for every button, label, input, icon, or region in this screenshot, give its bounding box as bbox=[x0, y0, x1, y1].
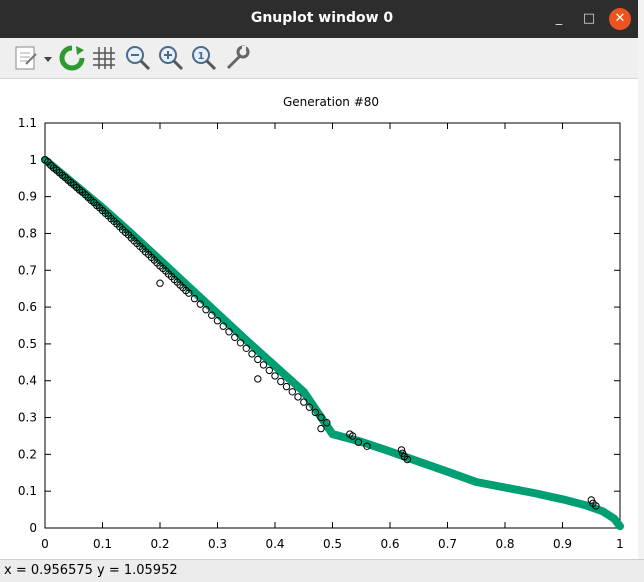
x-tick-label: 0.2 bbox=[150, 537, 169, 551]
data-point bbox=[231, 333, 239, 341]
data-point bbox=[317, 424, 325, 433]
export-button[interactable] bbox=[12, 44, 56, 72]
pareto-front-line bbox=[41, 155, 624, 531]
zoom-next-button[interactable] bbox=[157, 44, 185, 72]
x-tick-label: 0.3 bbox=[208, 537, 227, 551]
y-tick-label: 0.8 bbox=[18, 226, 37, 240]
x-tick-label: 0.5 bbox=[323, 537, 342, 551]
y-tick-label: 0.2 bbox=[18, 447, 37, 461]
data-point bbox=[282, 382, 291, 391]
y-tick-label: 0.3 bbox=[18, 411, 37, 425]
settings-button[interactable] bbox=[223, 44, 251, 72]
title-bar: Gnuplot window 0 _ □ ✕ bbox=[0, 0, 644, 38]
data-point bbox=[311, 408, 319, 417]
data-point bbox=[277, 377, 285, 386]
data-point bbox=[213, 317, 222, 325]
settings-wrench-icon bbox=[226, 45, 250, 70]
data-point bbox=[288, 388, 296, 396]
y-tick-label: 0 bbox=[29, 521, 37, 535]
data-point bbox=[242, 344, 251, 352]
data-point bbox=[196, 300, 205, 308]
data-point bbox=[202, 306, 210, 314]
data-point bbox=[156, 279, 164, 287]
data-point bbox=[254, 375, 262, 383]
x-tick-label: 0.8 bbox=[495, 537, 514, 551]
x-tick-label: 0.9 bbox=[553, 537, 572, 551]
data-point bbox=[363, 442, 371, 450]
data-point bbox=[403, 455, 411, 464]
grid-icon bbox=[93, 47, 115, 69]
data-point bbox=[208, 311, 216, 319]
toolbar: 1 bbox=[0, 38, 644, 79]
zoom-previous-button[interactable] bbox=[124, 44, 152, 72]
y-tick-label: 0.1 bbox=[18, 484, 37, 498]
y-tick-label: 1 bbox=[29, 153, 37, 167]
data-point bbox=[348, 432, 357, 440]
y-tick-label: 1.1 bbox=[18, 116, 37, 130]
replot-button[interactable] bbox=[58, 44, 86, 72]
chart-svg: Generation #80 0 0.1 0.2 0.3 0.4 0.5 0.6 0.7 0.8… bbox=[18, 95, 624, 551]
data-point bbox=[219, 322, 228, 330]
autoscale-icon: 1 bbox=[192, 46, 217, 71]
data-point bbox=[254, 355, 262, 364]
y-tick-label: 0.6 bbox=[18, 300, 37, 314]
data-point bbox=[248, 350, 256, 358]
data-point bbox=[190, 294, 199, 303]
status-bar: x = 0.956575 y = 1.05952 bbox=[0, 559, 644, 582]
window-title: Gnuplot window 0 bbox=[250, 10, 394, 26]
data-point bbox=[323, 419, 331, 427]
axis-ticks: 0 0.1 0.2 0.3 0.4 0.5 0.6 0.7 0.8 0.9 1 0 0.1 0.2 0.3 0… bbox=[18, 116, 624, 551]
replot-icon bbox=[59, 45, 85, 71]
zoom-next-icon bbox=[159, 46, 184, 71]
y-tick-label: 0.9 bbox=[18, 190, 37, 204]
x-tick-label: 1 bbox=[616, 537, 624, 551]
data-point bbox=[225, 328, 233, 336]
series-group bbox=[41, 155, 624, 531]
y-tick-label: 0.4 bbox=[18, 374, 37, 388]
window-edge bbox=[638, 0, 644, 581]
export-icon bbox=[15, 46, 52, 70]
plot-border bbox=[44, 122, 621, 529]
data-point bbox=[185, 289, 193, 297]
x-tick-label: 0.7 bbox=[438, 537, 457, 551]
data-point bbox=[397, 446, 406, 454]
data-point bbox=[271, 372, 279, 380]
data-point bbox=[294, 393, 302, 401]
y-tick-label: 0.5 bbox=[18, 337, 37, 351]
data-point bbox=[305, 403, 314, 411]
x-tick-label: 0.6 bbox=[380, 537, 399, 551]
data-point bbox=[317, 413, 325, 422]
x-tick-label: 0.4 bbox=[265, 537, 284, 551]
maximize-button[interactable]: □ bbox=[582, 11, 596, 26]
close-button[interactable]: ✕ bbox=[609, 8, 631, 30]
autoscale-button[interactable]: 1 bbox=[190, 44, 218, 72]
zoom-previous-icon bbox=[126, 46, 151, 71]
y-tick-label: 0.7 bbox=[18, 263, 37, 277]
data-point bbox=[592, 502, 600, 510]
data-point bbox=[259, 361, 268, 369]
cursor-coordinates: x = 0.956575 y = 1.05952 bbox=[4, 563, 178, 578]
plot-area[interactable]: Generation #80 0 0.1 0.2 0.3 0.4 0.5 0.6 0.7 0.8… bbox=[0, 79, 644, 559]
minimize-button[interactable]: _ bbox=[555, 11, 563, 26]
data-point bbox=[265, 366, 273, 375]
x-tick-label: 0 bbox=[41, 537, 49, 551]
x-tick-label: 0.1 bbox=[93, 537, 112, 551]
data-point bbox=[236, 339, 245, 347]
svg-text:1: 1 bbox=[198, 51, 205, 62]
grid-button[interactable] bbox=[90, 44, 118, 72]
data-point bbox=[300, 398, 308, 406]
data-point bbox=[354, 438, 363, 446]
chart-title: Generation #80 bbox=[283, 95, 379, 109]
